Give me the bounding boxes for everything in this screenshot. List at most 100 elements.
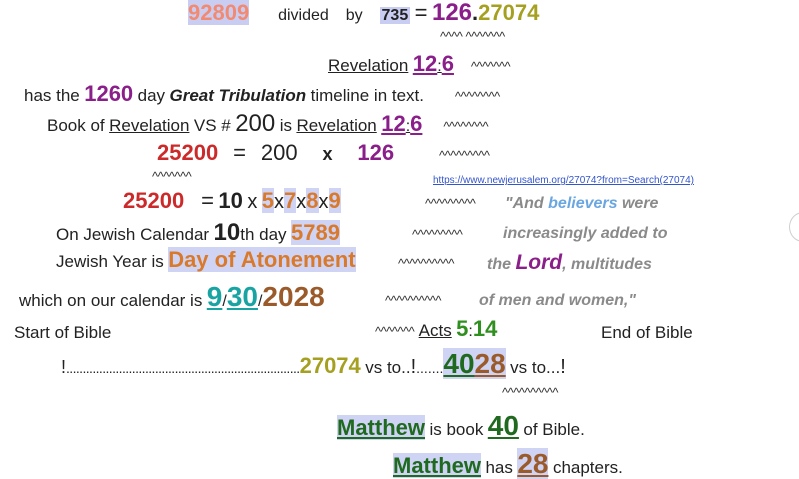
exclaim-3: ! <box>560 356 566 378</box>
acts-ref-line: ^^^^^^^ Acts 5:14 <box>375 318 497 340</box>
equals-sign-6: = <box>201 188 214 213</box>
number-1260: 1260 <box>84 81 134 106</box>
word-were: were <box>617 195 659 212</box>
caret-marks-1: ^^^^ ^^^^^^^ <box>440 29 505 44</box>
number-40: 40 <box>443 348 475 379</box>
year-2028: 2028 <box>262 281 325 312</box>
times-1: x <box>247 191 258 213</box>
revelation-link-2[interactable]: Revelation <box>109 116 190 135</box>
word-by: by <box>345 7 363 24</box>
matthew-link[interactable]: Matthew <box>337 415 425 440</box>
number-27074: 27074 <box>478 0 540 25</box>
day-30: 30 <box>226 281 258 312</box>
slash-2: / <box>257 293 263 310</box>
number-200-b: 200 <box>260 140 298 165</box>
quote-line-4: of men and women," <box>479 292 636 309</box>
caret-marks-3: ^^^^^^^^ <box>454 89 500 104</box>
chapters-28: 28 <box>517 448 549 479</box>
text-on-jewish-calendar: On Jewish Calendar <box>56 225 210 244</box>
word-divided: divided <box>278 7 329 24</box>
revelation-link[interactable]: Revelation <box>328 56 409 75</box>
text-book-of: Book of <box>47 116 105 135</box>
caret-marks-7: ^^^^^^^^^ <box>412 227 463 242</box>
bible-range-line: !.......................................… <box>61 348 566 379</box>
caret-marks-10: ^^^^^^^ <box>375 324 415 339</box>
times-2: x <box>274 191 285 213</box>
caret-marks-5b: ^^^^^^^ <box>152 169 192 184</box>
caret-marks-2: ^^^^^^^ <box>470 59 511 74</box>
equals-sign-5: = <box>233 140 246 165</box>
number-5: 5 <box>261 188 275 213</box>
quote-open: "And <box>505 195 549 212</box>
quote-line-2: increasingly added to <box>503 225 668 242</box>
word-lord: Lord <box>515 251 563 274</box>
colon-acts: : <box>468 323 473 340</box>
exclaim-1: ! <box>61 357 67 377</box>
number-10-day: 10 <box>213 219 241 246</box>
tribulation-line: has the 1260 day Great Tribulation timel… <box>24 83 500 105</box>
number-126: 126 <box>431 0 473 26</box>
text-vs-to-1: vs to.. <box>365 358 411 377</box>
caret-marks-5: ^^^^^^^^^ <box>439 148 490 163</box>
dots-1: ........................................… <box>66 360 300 376</box>
colon-b: : <box>405 118 411 135</box>
word-multitudes: , multitudes <box>562 256 652 273</box>
word-believers: believers <box>548 195 618 212</box>
number-25200-b: 25200 <box>123 188 185 213</box>
number-200: 200 <box>235 110 276 137</box>
revelation-link-3[interactable]: Revelation <box>296 116 377 135</box>
times-3: x <box>296 191 307 213</box>
number-27074-b: 27074 <box>299 353 361 378</box>
equation-line-1: 92809 divided by 735 = 126.27074 <box>188 0 540 26</box>
matthew-link-2[interactable]: Matthew <box>393 453 481 478</box>
number-8: 8 <box>306 188 319 213</box>
number-28: 28 <box>474 348 506 379</box>
text-vs-to-2: vs to... <box>510 358 561 377</box>
edge-scroll-button[interactable] <box>789 212 799 242</box>
jewish-year-line: Jewish Year is Day of Atonement <box>56 247 356 272</box>
quote-line-3: the Lord, multitudes <box>487 252 652 273</box>
caret-marks-9: ^^^^^^^^^^ <box>385 293 442 308</box>
equation-line-5: 25200 = 200 x 126 ^^^^^^^^^ <box>157 140 490 165</box>
text-vs: VS # <box>193 116 231 135</box>
matthew-chapters-line: Matthew has 28 chapters. <box>393 448 623 479</box>
decimal-point: . <box>472 0 479 25</box>
revelation-ref-line: Revelation 12:6 ^^^^^^^ <box>328 53 511 75</box>
text-jewish-year-is: Jewish Year is <box>56 252 164 271</box>
text-timeline: timeline in text. <box>310 86 424 105</box>
book-number-40: 40 <box>487 410 519 441</box>
colon: : <box>437 58 442 75</box>
verse-6-b: 6 <box>410 111 423 136</box>
text-of-bible: of Bible. <box>523 420 585 439</box>
slash-1: / <box>222 293 227 310</box>
year-5789: 5789 <box>291 220 340 245</box>
number-7: 7 <box>284 188 297 213</box>
caret-marks-6: ^^^^^^^^^ <box>425 196 476 211</box>
exclaim-2: ! <box>410 356 417 378</box>
caret-marks-8: ^^^^^^^^^^ <box>398 256 455 271</box>
caret-marks-4: ^^^^^^^^ <box>443 119 489 134</box>
start-of-bible: Start of Bible <box>14 323 112 342</box>
text-chapters: chapters. <box>552 458 623 477</box>
number-126-b: 126 <box>357 140 395 165</box>
equation-line-6: 25200 = 10 x 5x7x8x9 <box>123 188 341 213</box>
word-the: the <box>487 256 516 273</box>
number-25200: 25200 <box>157 140 219 165</box>
jewish-calendar-line: On Jewish Calendar 10th day 5789 <box>56 219 340 246</box>
text-th-day: th day <box>240 225 287 244</box>
text-has: has <box>485 458 513 477</box>
text-which-on-our-calendar: which on our calendar is <box>19 291 203 310</box>
number-10: 10 <box>218 188 243 213</box>
chapter-5: 5 <box>456 316 469 341</box>
word-is: is <box>279 116 292 135</box>
source-url-link[interactable]: https://www.newjerusalem.org/27074?from=… <box>433 175 694 186</box>
quote-line-1: "And believers were <box>505 196 658 212</box>
equals-sign: = <box>414 0 428 25</box>
times-4: x <box>318 191 329 213</box>
calendar-date-line: which on our calendar is 9/30/2028 <box>19 283 325 311</box>
times-sign: x <box>322 144 333 164</box>
caret-marks-11: ^^^^^^^^^^ <box>502 385 559 400</box>
matthew-book-line: Matthew is book 40 of Bible. <box>337 412 585 440</box>
acts-link[interactable]: Acts <box>418 321 452 340</box>
verse-14: 14 <box>472 316 498 341</box>
